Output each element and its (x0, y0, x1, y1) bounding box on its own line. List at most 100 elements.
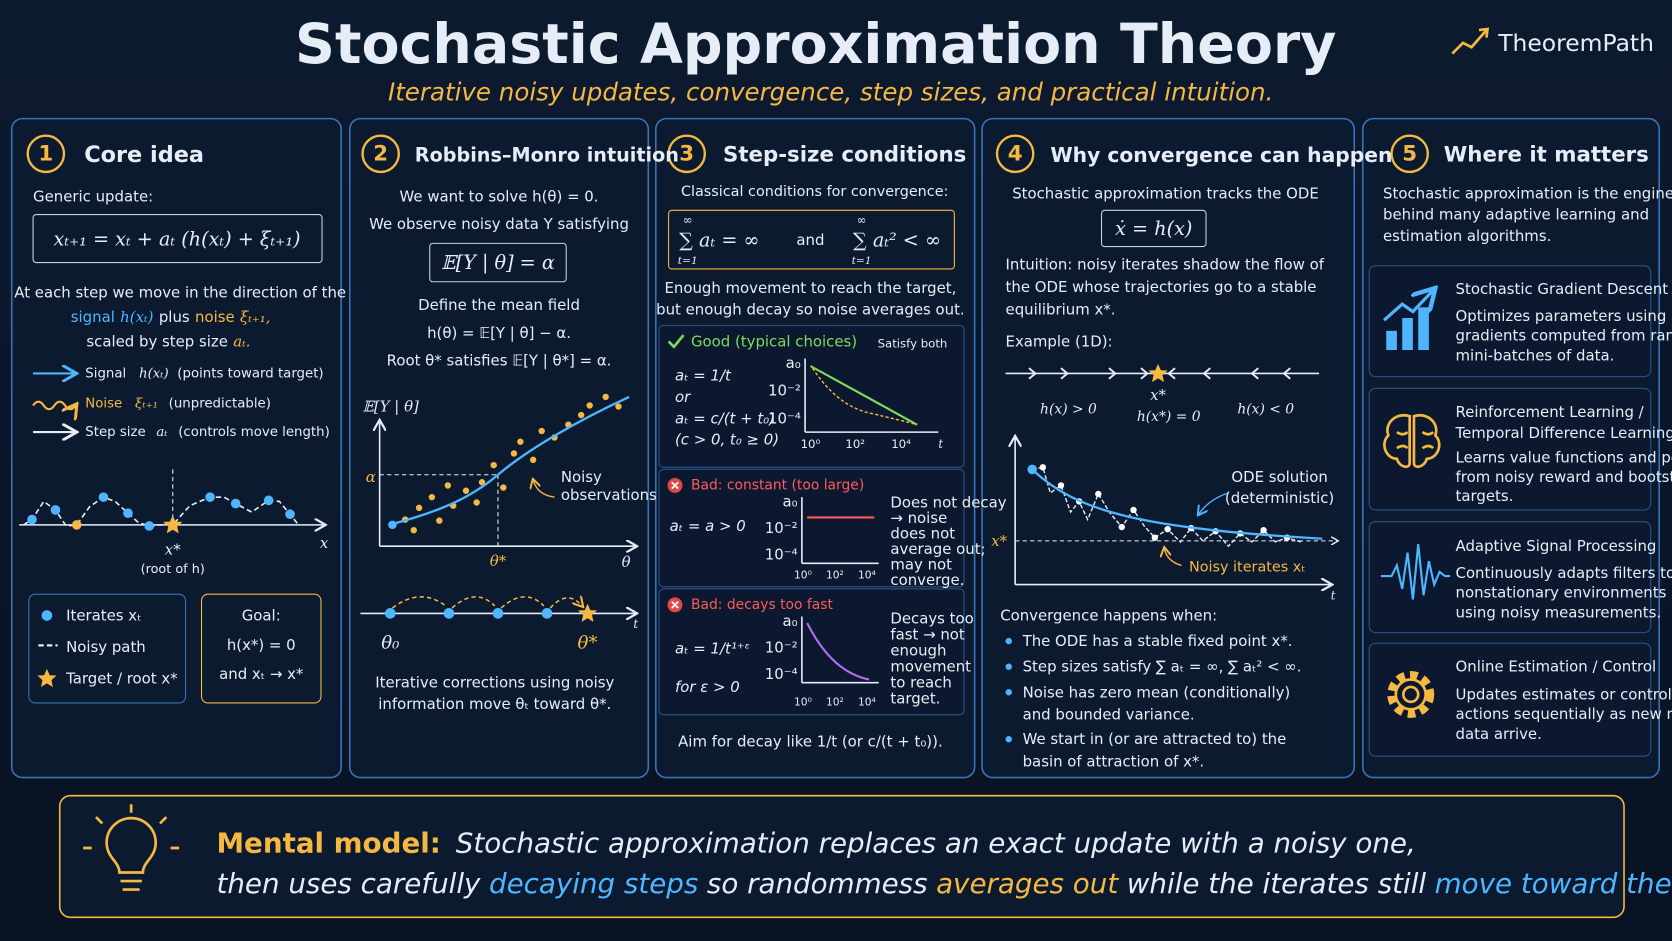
y-ticks: a₀ 10⁻² 10⁻⁴ (768, 354, 801, 427)
text-line: estimation algorithms. (1383, 227, 1551, 245)
panel (10, 117, 343, 779)
lead: Stochastic approximation tracks the ODE (1012, 184, 1319, 202)
text-line: 10⁻⁴ (768, 409, 801, 427)
panel-title: Step-size conditions (723, 142, 966, 167)
axis-label: x (320, 534, 329, 552)
panel-title: Why convergence can happen (1050, 143, 1392, 167)
text-line: a₀ (782, 492, 797, 510)
text-line: ODE solution (1231, 468, 1327, 486)
correction-arcs (391, 597, 582, 608)
example-label: Example (1D): (1006, 332, 1113, 350)
condition: We start in (or are attracted to) the bas… (1023, 730, 1287, 770)
text-line: gradients computed from random (1456, 327, 1672, 345)
decoration (1005, 689, 1012, 696)
mental-model-box (58, 794, 1625, 919)
text-line: for ε > 0 (675, 678, 740, 696)
flow-label: h(x) > 0 (1040, 402, 1097, 418)
decoration (83, 804, 180, 850)
decoration (1383, 413, 1412, 469)
mental-model-text: so randommess (707, 867, 928, 900)
decoration (586, 402, 593, 409)
decoration (26, 134, 66, 174)
app-title: Adaptive Signal Processing (1456, 537, 1657, 555)
x-label: t (938, 437, 943, 451)
lead: Generic update: (33, 187, 153, 205)
formula-box (429, 242, 567, 283)
caption: Iterative corrections using noisy informa… (375, 674, 614, 713)
axis-label: t (1331, 588, 1336, 602)
ode-start (1027, 464, 1038, 475)
text-line: or (675, 388, 691, 406)
decoration (1412, 413, 1441, 469)
text-line: a₀ (782, 612, 797, 630)
text-line: Noisy (561, 468, 602, 486)
text-line: Updates estimates or control (1456, 685, 1672, 703)
target-label: x* (165, 540, 181, 558)
text-line: → noise (890, 509, 947, 527)
text-line: Optimizes parameters using noisy (1456, 307, 1672, 325)
text-line: Learns value functions and policies (1456, 449, 1672, 467)
ode-curve (1031, 468, 1323, 540)
noisy-path (23, 496, 300, 527)
decoration (410, 527, 417, 534)
x-label: θ (622, 553, 631, 571)
text-line: average out; (890, 540, 985, 558)
text-line: scaled by step size aₜ. (86, 332, 250, 350)
text-line: 10⁻⁴ (765, 546, 798, 564)
decoration (285, 509, 295, 520)
decoration (1039, 464, 1047, 471)
math: aₜ. (233, 332, 250, 350)
condition-box (668, 209, 955, 270)
app-description: Learns value functions and policiesfrom … (1456, 449, 1672, 505)
mental-model-text: while the iterates still (1127, 867, 1427, 900)
sum-limit: t=1 (852, 254, 872, 267)
x-tick: 10⁰ (794, 695, 812, 708)
end-label: θ* (578, 633, 598, 654)
decoration (473, 499, 480, 506)
brand: TheoremPath (1497, 29, 1654, 57)
case-box (658, 588, 965, 716)
highlight: decaying steps (489, 867, 698, 900)
text-line: The ODE has a stable fixed point x*. (1022, 632, 1293, 650)
target-note: (root of h) (141, 562, 205, 577)
text-line: fast → not (890, 626, 965, 644)
bad-icon-cross (671, 601, 679, 609)
decoration (529, 456, 537, 464)
decoration (1005, 736, 1012, 743)
decoration (1260, 527, 1267, 534)
decoration (1386, 330, 1397, 351)
app-card (1368, 521, 1652, 634)
decoration (577, 411, 585, 419)
decoration (538, 427, 545, 435)
text-line: Iterates xₜ (66, 607, 141, 625)
text-line: We want to solve h(θ) = 0. (400, 187, 599, 205)
sgd-icon (1383, 290, 1433, 351)
legend-symbol: ξₜ₊₁ (135, 396, 158, 411)
conditions-title: Convergence happens when: (1000, 607, 1217, 625)
decoration (490, 461, 497, 469)
legend-name: Signal (85, 366, 126, 381)
text-line: aₜ = c/(t + t₀) (675, 409, 775, 427)
case-tag: Satisfy both (878, 337, 948, 351)
text-line: information move θₜ toward θ*. (378, 695, 611, 713)
noisy-pointer (1164, 548, 1182, 567)
formula: xₜ₊₁ = xₜ + aₜ (h(xₜ) + ξₜ₊₁) (54, 228, 301, 251)
decoration (1383, 290, 1433, 322)
y-label: 𝔼[Y | θ] (363, 398, 419, 416)
mental-model-line: then uses carefully decaying steps so rand… (216, 867, 1672, 900)
decoration (1005, 663, 1012, 670)
legend-symbol: aₜ (156, 425, 168, 440)
target-label: x* (991, 532, 1007, 550)
text-line: Noisy path (66, 638, 146, 656)
decoration (995, 134, 1035, 174)
condition: ∑ aₜ² < ∞ (853, 229, 941, 252)
text-line: 10⁻⁴ (765, 665, 798, 683)
flow-target: x* (1150, 386, 1166, 404)
decoration (444, 482, 452, 489)
brain-icon (1383, 413, 1441, 469)
text-line: Online Estimation / Control (1456, 658, 1657, 676)
text-line: 10⁻² (765, 519, 798, 537)
